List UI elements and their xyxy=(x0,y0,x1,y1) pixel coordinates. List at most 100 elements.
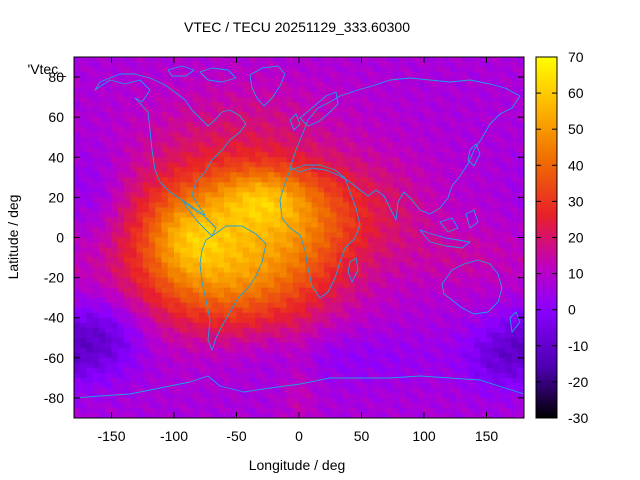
heatmap-cell xyxy=(174,327,181,334)
heatmap-cell xyxy=(405,187,413,193)
heatmap-cell xyxy=(142,147,150,153)
heatmap-cell xyxy=(274,242,281,249)
heatmap-cell xyxy=(217,342,225,349)
heatmap-cell xyxy=(230,247,238,254)
heatmap-cell xyxy=(242,392,250,399)
heatmap-cell xyxy=(124,192,131,198)
heatmap-cell xyxy=(249,147,256,153)
heatmap-cell xyxy=(405,227,413,234)
heatmap-cell xyxy=(130,62,138,68)
heatmap-cell xyxy=(117,122,125,128)
heatmap-cell xyxy=(442,337,450,344)
heatmap-cell xyxy=(174,172,181,178)
heatmap-cell xyxy=(74,172,81,178)
heatmap-cell xyxy=(480,262,488,269)
heatmap-cell xyxy=(367,132,375,138)
heatmap-cell xyxy=(224,387,231,394)
heatmap-cell xyxy=(461,322,469,329)
heatmap-cell xyxy=(505,207,513,214)
heatmap-cell xyxy=(155,377,163,384)
heatmap-cell xyxy=(267,102,275,108)
heatmap-cell xyxy=(111,332,119,339)
heatmap-cell xyxy=(224,117,231,123)
heatmap-cell xyxy=(180,102,188,108)
heatmap-cell xyxy=(330,297,338,304)
heatmap-cell xyxy=(211,132,219,138)
heatmap-cell xyxy=(249,322,256,329)
heatmap-cell xyxy=(236,202,244,209)
heatmap-cell xyxy=(186,347,194,354)
heatmap-cell xyxy=(324,237,331,244)
heatmap-cell xyxy=(330,252,338,259)
heatmap-cell xyxy=(299,177,306,183)
heatmap-cell xyxy=(367,257,375,264)
heatmap-cell xyxy=(180,232,188,239)
heatmap-cell xyxy=(142,192,150,198)
heatmap-cell xyxy=(199,127,206,133)
heatmap-cell xyxy=(405,372,413,379)
heatmap-cell xyxy=(86,287,94,294)
heatmap-cell xyxy=(142,282,150,289)
heatmap-cell xyxy=(161,132,169,138)
heatmap-cell xyxy=(186,137,194,143)
heatmap-cell xyxy=(136,132,144,138)
heatmap-cell xyxy=(211,392,219,399)
heatmap-cell xyxy=(292,337,300,344)
heatmap-cell xyxy=(174,77,181,83)
heatmap-cell xyxy=(124,122,131,128)
heatmap-cell xyxy=(192,87,200,93)
heatmap-cell xyxy=(86,187,94,193)
heatmap-cell xyxy=(167,362,175,369)
heatmap-cell xyxy=(392,372,400,379)
heatmap-cell xyxy=(111,142,119,148)
heatmap-cell xyxy=(249,257,256,264)
heatmap-cell xyxy=(405,177,413,183)
heatmap-cell xyxy=(280,172,288,178)
heatmap-cell xyxy=(411,212,419,219)
heatmap-cell xyxy=(349,192,356,198)
heatmap-cell xyxy=(86,147,94,153)
heatmap-cell xyxy=(249,107,256,113)
heatmap-cell xyxy=(242,372,250,379)
heatmap-cell xyxy=(311,367,319,374)
heatmap-cell xyxy=(467,57,475,63)
heatmap-cell xyxy=(80,102,88,108)
heatmap-cell xyxy=(436,232,444,239)
heatmap-cell xyxy=(205,82,213,88)
heatmap-cell xyxy=(236,307,244,314)
heatmap-cell xyxy=(355,297,363,304)
heatmap-cell xyxy=(342,357,350,364)
heatmap-cell xyxy=(411,317,419,324)
heatmap-cell xyxy=(274,297,281,304)
heatmap-cell xyxy=(455,62,463,68)
heatmap-cell xyxy=(205,152,213,158)
heatmap-cell xyxy=(474,372,481,379)
heatmap-cell xyxy=(230,272,238,279)
heatmap-cell xyxy=(474,162,481,168)
heatmap-cell xyxy=(511,352,519,359)
heatmap-cell xyxy=(405,352,413,359)
heatmap-cell xyxy=(480,57,488,63)
heatmap-cell xyxy=(380,387,388,394)
heatmap-cell xyxy=(211,402,219,409)
heatmap-cell xyxy=(417,327,425,334)
heatmap-cell xyxy=(467,382,475,389)
heatmap-cell xyxy=(99,142,106,148)
heatmap-cell xyxy=(461,82,469,88)
heatmap-cell xyxy=(367,327,375,334)
heatmap-cell xyxy=(455,77,463,83)
heatmap-cell xyxy=(442,232,450,239)
heatmap-cell xyxy=(330,387,338,394)
heatmap-cell xyxy=(349,182,356,188)
heatmap-cell xyxy=(349,62,356,68)
heatmap-cell xyxy=(130,387,138,394)
heatmap-cell xyxy=(505,292,513,299)
heatmap-cell xyxy=(405,382,413,389)
heatmap-cell xyxy=(130,147,138,153)
heatmap-cell xyxy=(299,252,306,259)
heatmap-cell xyxy=(230,362,238,369)
heatmap-cell xyxy=(205,212,213,219)
heatmap-cell xyxy=(105,92,113,98)
heatmap-cell xyxy=(261,332,269,339)
heatmap-cell xyxy=(99,72,106,78)
